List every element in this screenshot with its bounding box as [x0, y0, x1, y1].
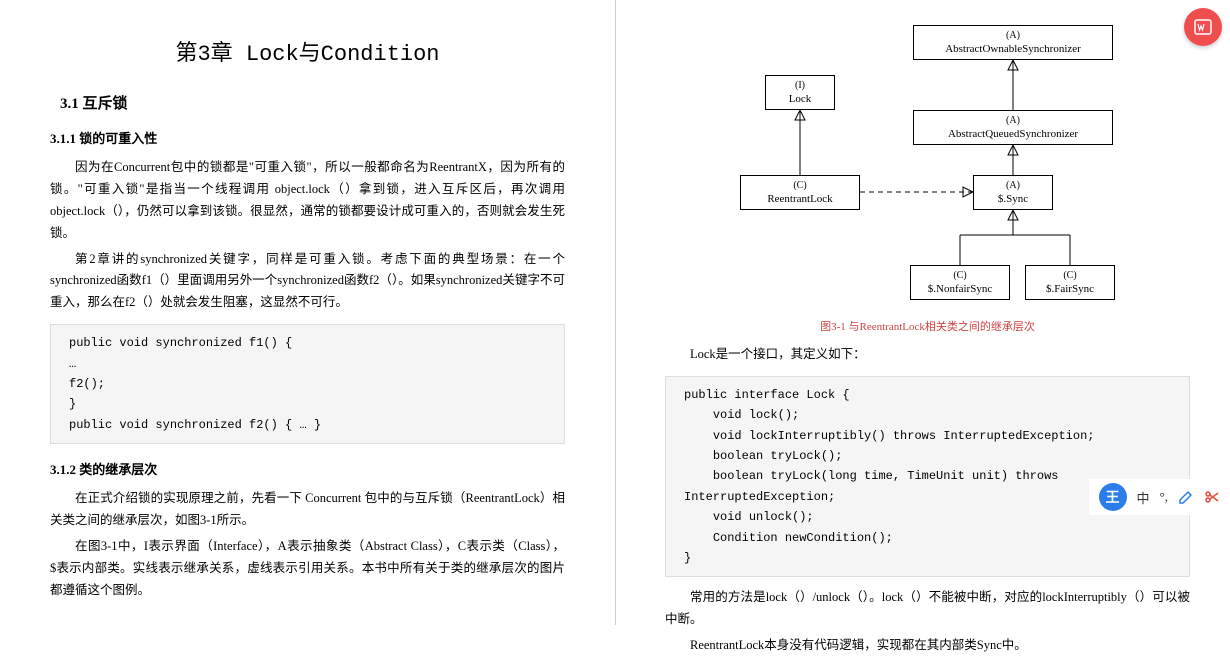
edit-icon[interactable]	[1178, 489, 1194, 505]
diagram-node: (A)AbstractOwnableSynchronizer	[913, 25, 1113, 60]
wps-icon	[1193, 17, 1213, 37]
floating-toolbar: 王 中 °,	[1089, 479, 1230, 515]
chapter-title: 第3章 Lock与Condition	[50, 35, 565, 67]
scissors-icon[interactable]	[1204, 489, 1220, 505]
figure-caption: 图3-1 与ReentrantLock相关类之间的继承层次	[665, 318, 1190, 334]
paragraph: 在正式介绍锁的实现原理之前，先看一下 Concurrent 包中的与互斥锁（Re…	[50, 488, 565, 532]
diagram-node: (A)$.Sync	[973, 175, 1053, 210]
code-block: public interface Lock { void lock(); voi…	[665, 376, 1190, 578]
paragraph: 在图3-1中，I表示界面（Interface），A表示抽象类（Abstract …	[50, 536, 565, 602]
subsection-title-3-1-1: 3.1.1 锁的可重入性	[50, 128, 565, 147]
diagram-node: (C)ReentrantLock	[740, 175, 860, 210]
diagram-node: (C)$.NonfairSync	[910, 265, 1010, 300]
toolbar-item-ime[interactable]: 中	[1137, 488, 1150, 507]
section-title-3-1: 3.1 互斥锁	[60, 92, 565, 113]
diagram-node: (I)Lock	[765, 75, 835, 110]
toolbar-logo[interactable]: 王	[1099, 483, 1127, 511]
class-diagram: (A)AbstractOwnableSynchronizer (I)Lock (A)…	[665, 20, 1190, 310]
paragraph: 因为在Concurrent包中的锁都是"可重入锁"，所以一般都命名为Reentr…	[50, 157, 565, 245]
right-page: (A)AbstractOwnableSynchronizer (I)Lock (A)…	[615, 0, 1230, 625]
diagram-node: (A)AbstractQueuedSynchronizer	[913, 110, 1113, 145]
code-block: public void synchronized f1() { … f2(); …	[50, 324, 565, 444]
subsection-title-3-1-2: 3.1.2 类的继承层次	[50, 459, 565, 478]
left-page: 第3章 Lock与Condition 3.1 互斥锁 3.1.1 锁的可重入性 …	[0, 0, 615, 625]
diagram-node: (C)$.FairSync	[1025, 265, 1115, 300]
floating-action-button[interactable]	[1184, 8, 1222, 46]
toolbar-item-punct[interactable]: °,	[1160, 489, 1168, 505]
paragraph: ReentrantLock本身没有代码逻辑，实现都在其内部类Sync中。	[665, 635, 1190, 657]
paragraph: 第2章讲的synchronized关键字，同样是可重入锁。考虑下面的典型场景：在…	[50, 249, 565, 315]
paragraph: Lock是一个接口，其定义如下：	[665, 344, 1190, 366]
